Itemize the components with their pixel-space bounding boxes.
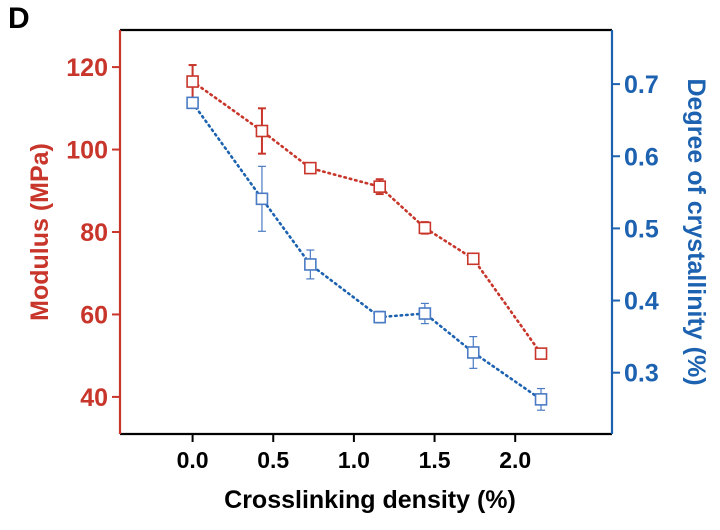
series-left-line bbox=[191, 80, 543, 355]
x-tick-label: 1.5 bbox=[419, 447, 451, 473]
left-y-tick-label: 40 bbox=[80, 384, 108, 412]
series-left-point bbox=[255, 124, 269, 138]
right-y-tick-label: 0.4 bbox=[624, 288, 659, 316]
left-y-axis-label: Modulus (MPa) bbox=[26, 143, 54, 321]
left-y-tick-label: 80 bbox=[80, 219, 108, 247]
series-right-point bbox=[418, 307, 432, 320]
plot-frame bbox=[118, 28, 614, 436]
x-tick-label: 0.5 bbox=[257, 447, 289, 473]
x-tick-label: 2.0 bbox=[499, 447, 531, 473]
series-left-point bbox=[186, 75, 199, 88]
right-y-tick-label: 0.5 bbox=[624, 215, 659, 243]
series-right-point bbox=[304, 258, 317, 271]
x-tick-label: 1.0 bbox=[338, 447, 370, 473]
series-left-point bbox=[466, 252, 480, 266]
right-y-tick-label: 0.3 bbox=[624, 360, 659, 388]
left-y-tick-label: 120 bbox=[66, 54, 108, 82]
series-right-line bbox=[191, 101, 543, 401]
series-right-point bbox=[373, 310, 387, 324]
series-left-point bbox=[418, 221, 432, 235]
series-right-point bbox=[255, 192, 269, 206]
series-right-point bbox=[186, 96, 199, 110]
left-y-tick-label: 100 bbox=[66, 137, 108, 165]
x-axis-label: Crosslinking density (%) bbox=[224, 486, 516, 514]
series-left-point bbox=[304, 161, 317, 175]
right-y-tick-label: 0.6 bbox=[624, 143, 659, 171]
series-lines bbox=[191, 80, 543, 401]
x-tick-label: 0.0 bbox=[177, 447, 209, 473]
right-y-axis-label: Degree of crystallinity (%) bbox=[682, 78, 710, 385]
series-right-point bbox=[466, 346, 480, 359]
panel-label: D bbox=[8, 2, 30, 35]
data-markers bbox=[186, 75, 548, 406]
axis-ticks: 0.0 0.5 1.0 1.5 2.0 40 60 80 100 120 0.3 0.4 0.5 0.6 0… bbox=[66, 54, 659, 473]
left-y-tick-label: 60 bbox=[80, 301, 108, 329]
series-left-point bbox=[373, 180, 387, 193]
right-y-tick-label: 0.7 bbox=[624, 71, 659, 99]
series-right-point bbox=[534, 393, 548, 406]
series-left-point bbox=[534, 347, 548, 360]
